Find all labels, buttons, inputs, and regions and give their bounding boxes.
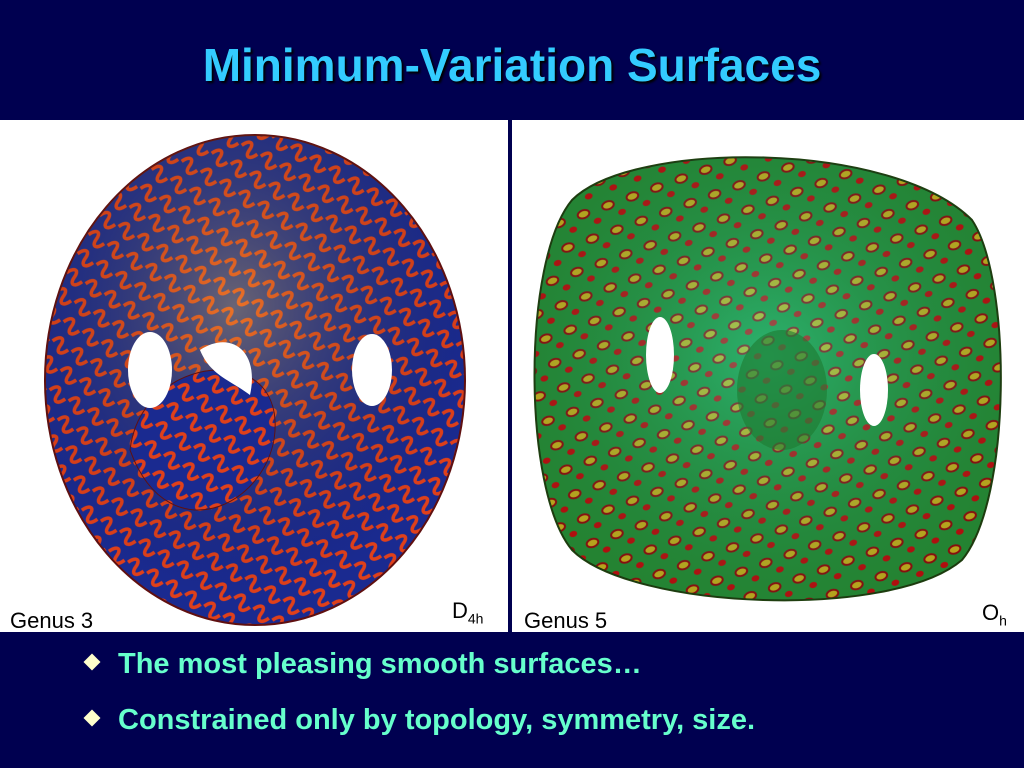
image-panel: Genus 3 D4h [0,120,508,632]
symmetry-group: O [982,600,1000,625]
bullet-item: The most pleasing smooth surfaces… [83,648,642,681]
bullet-item: Constrained only by topology, symmetry, … [83,704,756,737]
genus-label: Genus 5 [524,608,608,632]
symmetry-label: Oh [982,600,1007,628]
symmetry-group: D [452,598,468,623]
symmetry-label: D4h [452,598,483,626]
symmetry-subscript: h [999,612,1007,629]
genus-label: Genus 3 [10,608,94,632]
bullet-text: The most pleasing smooth surfaces… [118,648,642,680]
slide-title: Minimum-Variation Surfaces [202,39,822,91]
genus3-surface [44,134,466,626]
bullet-marker [83,709,101,727]
bullet-marker [83,653,101,671]
image-panel: Genus 5 Oh [512,120,1024,632]
bullet-text: Constrained only by topology, symmetry, … [118,704,756,736]
genus5-surface [533,156,1002,602]
symmetry-subscript: 4h [467,610,484,627]
